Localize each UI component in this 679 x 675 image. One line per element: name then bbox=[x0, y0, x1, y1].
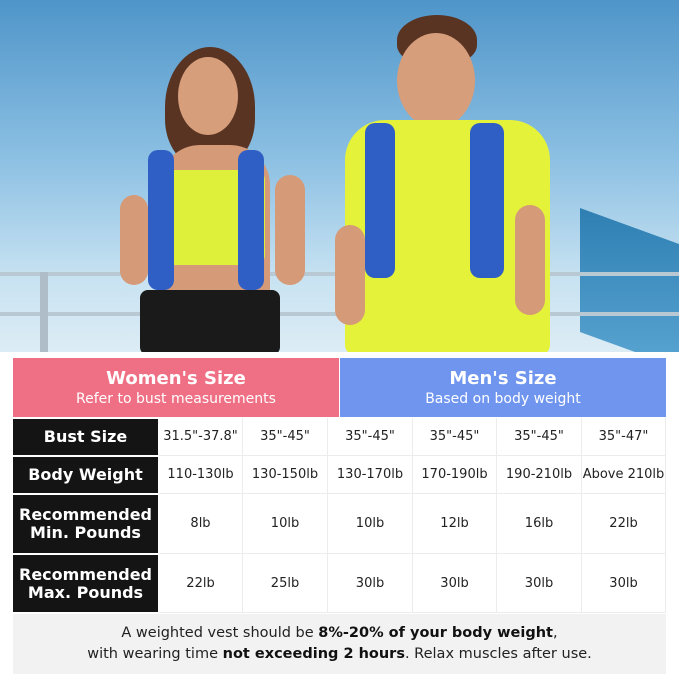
table-cell: 35"-45" bbox=[243, 418, 328, 456]
woman-runner bbox=[120, 45, 320, 352]
note-emphasis: not exceeding 2 hours bbox=[222, 646, 405, 662]
mens-size-header: Men's Size Based on body weight bbox=[340, 358, 666, 417]
table-cell: 30lb bbox=[413, 554, 497, 613]
table-cell: 170-190lb bbox=[413, 456, 497, 494]
row-label: Body Weight bbox=[13, 457, 158, 493]
table-cell: 16lb bbox=[497, 494, 582, 554]
table-cell: 30lb bbox=[582, 554, 666, 613]
table-cell: 110-130lb bbox=[159, 456, 243, 494]
table-cell: 22lb bbox=[159, 554, 243, 613]
usage-note: A weighted vest should be 8%-20% of your… bbox=[13, 614, 666, 674]
womens-size-title: Women's Size bbox=[106, 367, 246, 389]
table-cell: 8lb bbox=[159, 494, 243, 554]
table-cell: 10lb bbox=[328, 494, 413, 554]
man-runner bbox=[335, 15, 565, 352]
table-cell: 35"-45" bbox=[497, 418, 582, 456]
mens-size-subtitle: Based on body weight bbox=[425, 390, 581, 407]
table-cell: 25lb bbox=[243, 554, 328, 613]
usage-note-line-1: A weighted vest should be 8%-20% of your… bbox=[13, 623, 666, 644]
note-text: with wearing time bbox=[87, 646, 223, 662]
background-building bbox=[580, 207, 679, 352]
note-text: . Relax muscles after use. bbox=[404, 646, 592, 662]
womens-size-header: Women's Size Refer to bust measurements bbox=[13, 358, 339, 417]
table-cell: 10lb bbox=[243, 494, 328, 554]
table-cell: 35"-45" bbox=[413, 418, 497, 456]
table-cell: 12lb bbox=[413, 494, 497, 554]
note-text: A weighted vest should be bbox=[121, 625, 319, 641]
womens-size-subtitle: Refer to bust measurements bbox=[76, 390, 276, 407]
table-cell: 31.5"-37.8" bbox=[159, 418, 243, 456]
table-cell: 30lb bbox=[328, 554, 413, 613]
table-cell: 190-210lb bbox=[497, 456, 582, 494]
mens-size-title: Men's Size bbox=[449, 367, 557, 389]
row-label: Recommended Min. Pounds bbox=[13, 495, 158, 553]
product-photo bbox=[0, 0, 679, 352]
table-cell: 130-150lb bbox=[243, 456, 328, 494]
table-cell: 22lb bbox=[582, 494, 666, 554]
note-emphasis: 8%-20% of your body weight bbox=[318, 625, 553, 641]
table-cell: Above 210lb bbox=[582, 456, 666, 494]
table-cell: 35"-45" bbox=[328, 418, 413, 456]
railing-post bbox=[40, 272, 48, 352]
row-label: Recommended Max. Pounds bbox=[13, 555, 158, 612]
table-cell: 30lb bbox=[497, 554, 582, 613]
usage-note-line-2: with wearing time not exceeding 2 hours.… bbox=[13, 644, 666, 665]
table-cell: 35"-47" bbox=[582, 418, 666, 456]
table-cell: 130-170lb bbox=[328, 456, 413, 494]
note-text: , bbox=[552, 625, 558, 641]
row-label: Bust Size bbox=[13, 419, 158, 455]
